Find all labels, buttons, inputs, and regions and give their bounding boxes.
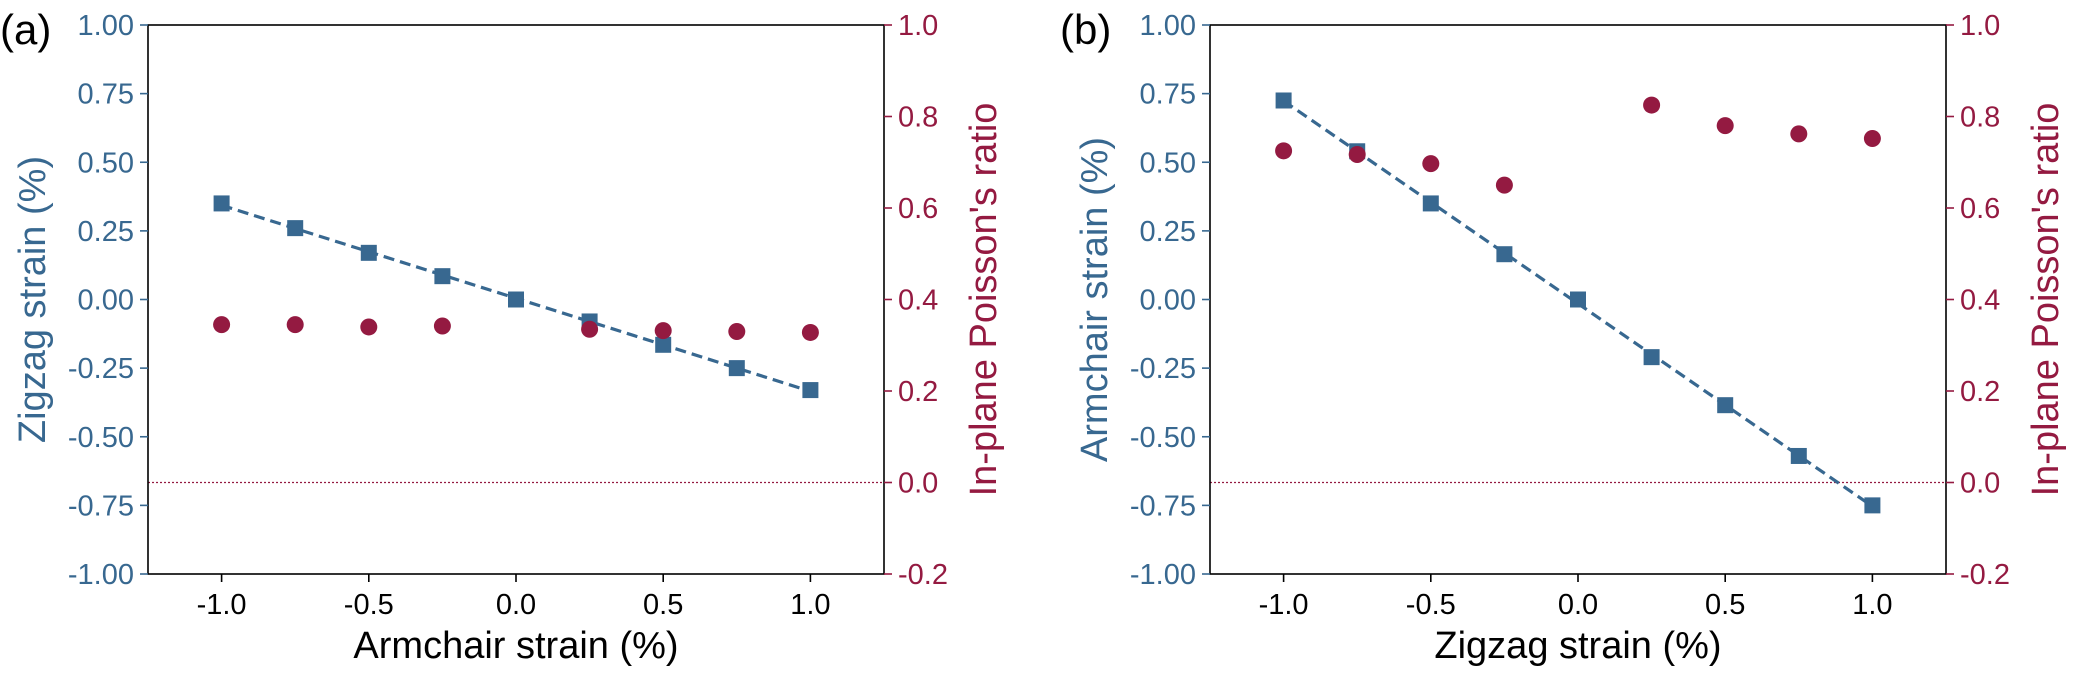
left-y-tick-label: -1.00 [68,559,134,591]
right-y-tick-label: 0.0 [1960,468,2000,500]
series-0-point [434,268,451,285]
left-y-tick-label: 0.50 [78,147,134,179]
panel-label: (b) [1060,6,1111,53]
series-0-point [1275,92,1292,109]
right-y-axis-title: In-plane Poisson's ratio [963,103,1005,497]
x-tick-label: 1.0 [1852,589,1892,621]
series-0-point [213,195,230,212]
left-y-tick-label: -0.25 [1130,353,1196,385]
x-axis-title: Zigzag strain (%) [1434,625,1721,667]
x-tick-label: -0.5 [1406,589,1456,621]
left-y-tick-label: -0.75 [1130,490,1196,522]
left-y-tick-label: 0.25 [1140,216,1196,248]
series-1-point [1643,96,1661,114]
x-tick-label: -0.5 [344,589,394,621]
series-0-point [1790,447,1807,464]
right-y-tick-label: 0.2 [898,376,938,408]
left-y-axis-title: Armchair strain (%) [1074,137,1116,462]
series-0-point [1643,349,1660,366]
right-y-tick-label: 0.6 [898,193,938,225]
series-1-point [1422,155,1440,173]
series-0-point [508,291,524,308]
right-y-tick-label: 0.8 [898,102,938,134]
panel-label: (a) [0,6,51,53]
left-y-tick-label: -0.50 [68,422,134,454]
x-tick-label: 0.0 [1558,589,1598,621]
left-y-tick-label: 0.75 [1140,79,1196,111]
right-y-tick-label: 0.8 [1960,102,2000,134]
left-y-tick-label: 1.00 [78,10,134,42]
right-y-axis-title: In-plane Poisson's ratio [2025,103,2067,497]
left-y-tick-label: -0.50 [1130,422,1196,454]
left-y-tick-label: 1.00 [1140,10,1196,42]
left-y-tick-label: 0.25 [78,216,134,248]
series-1-point [1790,125,1808,143]
right-y-tick-label: -0.2 [1960,559,2010,591]
series-1-point [360,318,378,336]
right-y-tick-label: -0.2 [898,559,948,591]
right-y-tick-label: 0.2 [1960,376,2000,408]
series-0-point [655,336,672,353]
panel-a: -1.0 -0.5 0.0 0.5 1.0 -1.00 -0.75 -0.50 -0.25 0.0… [0,6,1005,667]
right-y-tick-label: 0.4 [1960,285,2000,317]
series-1-point [1716,117,1734,135]
series-1-point [801,323,819,341]
series-1-point [1495,176,1513,194]
series-1-point [728,323,746,341]
series-1-point [1348,145,1366,163]
x-tick-label: 0.5 [1705,589,1745,621]
series-1-point [286,316,304,334]
series-1-point [433,317,451,335]
x-tick-label: -1.0 [1259,589,1309,621]
x-axis-title: Armchair strain (%) [353,625,678,667]
left-y-tick-label: 0.75 [78,79,134,111]
series-1-point [1863,129,1881,147]
x-tick-label: 0.0 [496,589,536,621]
series-0-point [1864,497,1881,514]
series-0-point [728,360,745,377]
series-1-point [654,322,672,340]
left-y-tick-label: -0.75 [68,490,134,522]
left-y-tick-label: -1.00 [1130,559,1196,591]
right-y-tick-label: 0.6 [1960,193,2000,225]
left-y-axis-title: Zigzag strain (%) [12,156,54,443]
series-1-point [213,316,231,334]
right-y-tick-label: 0.0 [898,468,938,500]
left-y-tick-label: 0.00 [78,285,134,317]
x-tick-label: -1.0 [197,589,247,621]
series-1-point [581,320,599,338]
series-0-point [1496,246,1513,263]
series-0-point [1570,291,1586,308]
series-0-point [360,244,377,261]
x-tick-label: 1.0 [790,589,830,621]
series-0-point [287,220,304,237]
left-y-tick-label: -0.25 [68,353,134,385]
left-y-tick-label: 0.50 [1140,147,1196,179]
right-y-tick-label: 1.0 [1960,10,2000,42]
right-y-tick-label: 0.4 [898,285,938,317]
series-0-point [802,382,819,399]
x-tick-label: 0.5 [643,589,683,621]
left-y-tick-label: 0.00 [1140,285,1196,317]
series-0-point [1422,195,1439,212]
panel-b: -1.0 -0.5 0.0 0.5 1.0 -1.00 -0.75 -0.50 -0.25 0.0… [1060,6,2067,667]
right-y-tick-label: 1.0 [898,10,938,42]
series-0-point [1717,397,1734,414]
series-1-point [1275,142,1293,160]
